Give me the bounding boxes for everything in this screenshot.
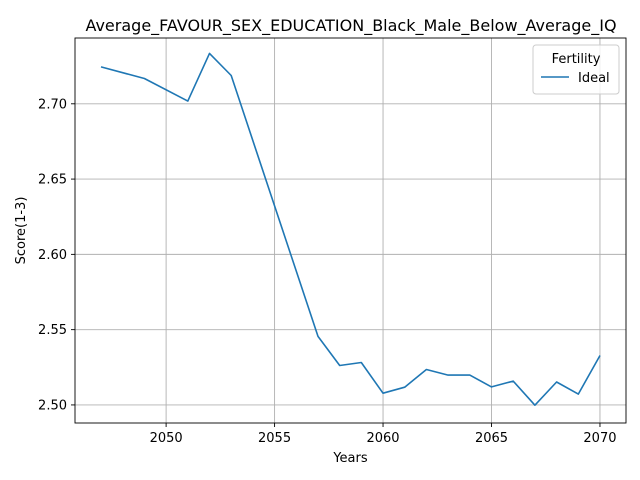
plot-area-frame — [74, 37, 627, 424]
legend-title: Fertility — [552, 52, 601, 67]
legend: Fertility Ideal — [532, 44, 620, 95]
series-line-ideal — [100, 52, 601, 407]
x-tick-label: 2060 — [366, 431, 399, 446]
grid-lines — [75, 38, 626, 423]
x-tick-label: 2050 — [150, 431, 183, 446]
x-tick-label: 2070 — [583, 431, 616, 446]
chart-title: Average_FAVOUR_SEX_EDUCATION_Black_Male_… — [85, 16, 616, 36]
y-tick-label: 2.70 — [38, 97, 67, 112]
series-lines — [100, 52, 601, 407]
x-axis-label: Years — [332, 451, 368, 466]
y-axis-label: Score(1-3) — [14, 197, 29, 265]
axis-ticks: 2050 2055 2060 2065 2070 2.50 2.55 2.60 2.65 2.70 — [38, 97, 616, 446]
x-tick-label: 2055 — [258, 431, 291, 446]
y-tick-label: 2.50 — [38, 398, 67, 413]
legend-box — [532, 44, 620, 95]
x-tick-label: 2065 — [475, 431, 508, 446]
y-tick-label: 2.55 — [38, 323, 67, 338]
y-tick-label: 2.65 — [38, 173, 67, 188]
y-tick-label: 2.60 — [38, 248, 67, 263]
legend-label-ideal: Ideal — [578, 71, 610, 86]
